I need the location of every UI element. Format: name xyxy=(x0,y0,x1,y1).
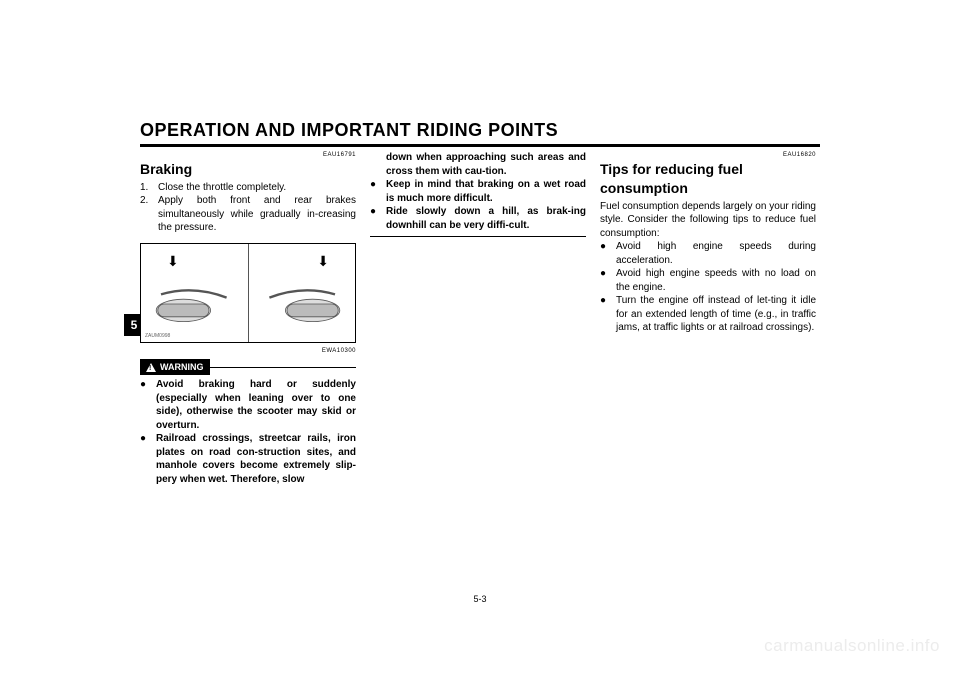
step-text: Apply both front and rear brakes simulta… xyxy=(158,194,356,235)
heading-line: Tips for reducing fuel xyxy=(600,161,743,177)
step-number: 2. xyxy=(140,194,152,235)
bullet-icon: ● xyxy=(140,432,150,486)
warning-icon xyxy=(146,363,156,372)
columns: EAU16791 Braking 1. Close the throttle c… xyxy=(140,151,820,486)
header-rule xyxy=(140,144,820,147)
section-heading-fuel: Tips for reducing fuel consumption xyxy=(600,160,816,198)
section-intro: Fuel consumption depends largely on your… xyxy=(600,200,816,241)
ref-code: EWA10300 xyxy=(140,347,356,355)
bullet-icon: ● xyxy=(600,240,610,267)
down-arrow-icon: ⬇ xyxy=(167,252,179,271)
warning-item: ● Railroad crossings, streetcar rails, i… xyxy=(140,432,356,486)
warning-text: Ride slowly down a hill, as brak-ing dow… xyxy=(386,205,586,232)
figure-divider xyxy=(248,244,249,342)
column-2: down when approaching such areas and cro… xyxy=(370,151,586,486)
warning-text: Avoid braking hard or suddenly (especial… xyxy=(156,378,356,432)
braking-figure: ⬇ ⬇ ZAUM0998 xyxy=(140,243,356,343)
warning-item: ● Avoid braking hard or suddenly (especi… xyxy=(140,378,356,432)
heading-line: consumption xyxy=(600,180,688,196)
page-number: 5-3 xyxy=(473,594,486,604)
figure-code: ZAUM0998 xyxy=(145,333,170,340)
step-number: 1. xyxy=(140,181,152,195)
warning-label: WARNING xyxy=(160,361,204,373)
tip-item: ● Turn the engine off instead of let-tin… xyxy=(600,294,816,335)
warning-text: Keep in mind that braking on a wet road … xyxy=(386,178,586,205)
ref-code: EAU16791 xyxy=(140,151,356,159)
ref-code: EAU16820 xyxy=(600,151,816,159)
tip-item: ● Avoid high engine speeds with no load … xyxy=(600,267,816,294)
bullet-icon: ● xyxy=(140,378,150,432)
section-end-rule xyxy=(370,236,586,237)
tip-text: Avoid high engine speeds with no load on… xyxy=(616,267,816,294)
step-text: Close the throttle completely. xyxy=(158,181,356,195)
warning-item: ● Ride slowly down a hill, as brak-ing d… xyxy=(370,205,586,232)
watermark: carmanualsonline.info xyxy=(764,636,940,656)
bullet-icon: ● xyxy=(600,294,610,335)
warning-text-continuation: down when approaching such areas and cro… xyxy=(370,151,586,178)
page-title: OPERATION AND IMPORTANT RIDING POINTS xyxy=(140,120,820,141)
warning-item: ● Keep in mind that braking on a wet roa… xyxy=(370,178,586,205)
step-item: 2. Apply both front and rear brakes simu… xyxy=(140,194,356,235)
column-1: EAU16791 Braking 1. Close the throttle c… xyxy=(140,151,356,486)
page-content: OPERATION AND IMPORTANT RIDING POINTS EA… xyxy=(140,120,820,486)
right-grip-illustration xyxy=(263,280,343,328)
warning-rule xyxy=(210,367,357,368)
warning-badge: WARNING xyxy=(140,359,210,375)
bullet-icon: ● xyxy=(600,267,610,294)
bullet-icon: ● xyxy=(370,178,380,205)
warning-text: Railroad crossings, streetcar rails, iro… xyxy=(156,432,356,486)
bullet-icon: ● xyxy=(370,205,380,232)
left-grip-illustration xyxy=(153,280,233,328)
warning-header: WARNING xyxy=(140,359,356,375)
down-arrow-icon: ⬇ xyxy=(317,252,329,271)
step-item: 1. Close the throttle completely. xyxy=(140,181,356,195)
tip-text: Avoid high engine speeds during accelera… xyxy=(616,240,816,267)
column-3: EAU16820 Tips for reducing fuel consumpt… xyxy=(600,151,816,486)
tip-text: Turn the engine off instead of let-ting … xyxy=(616,294,816,335)
tip-item: ● Avoid high engine speeds during accele… xyxy=(600,240,816,267)
section-heading-braking: Braking xyxy=(140,160,356,179)
